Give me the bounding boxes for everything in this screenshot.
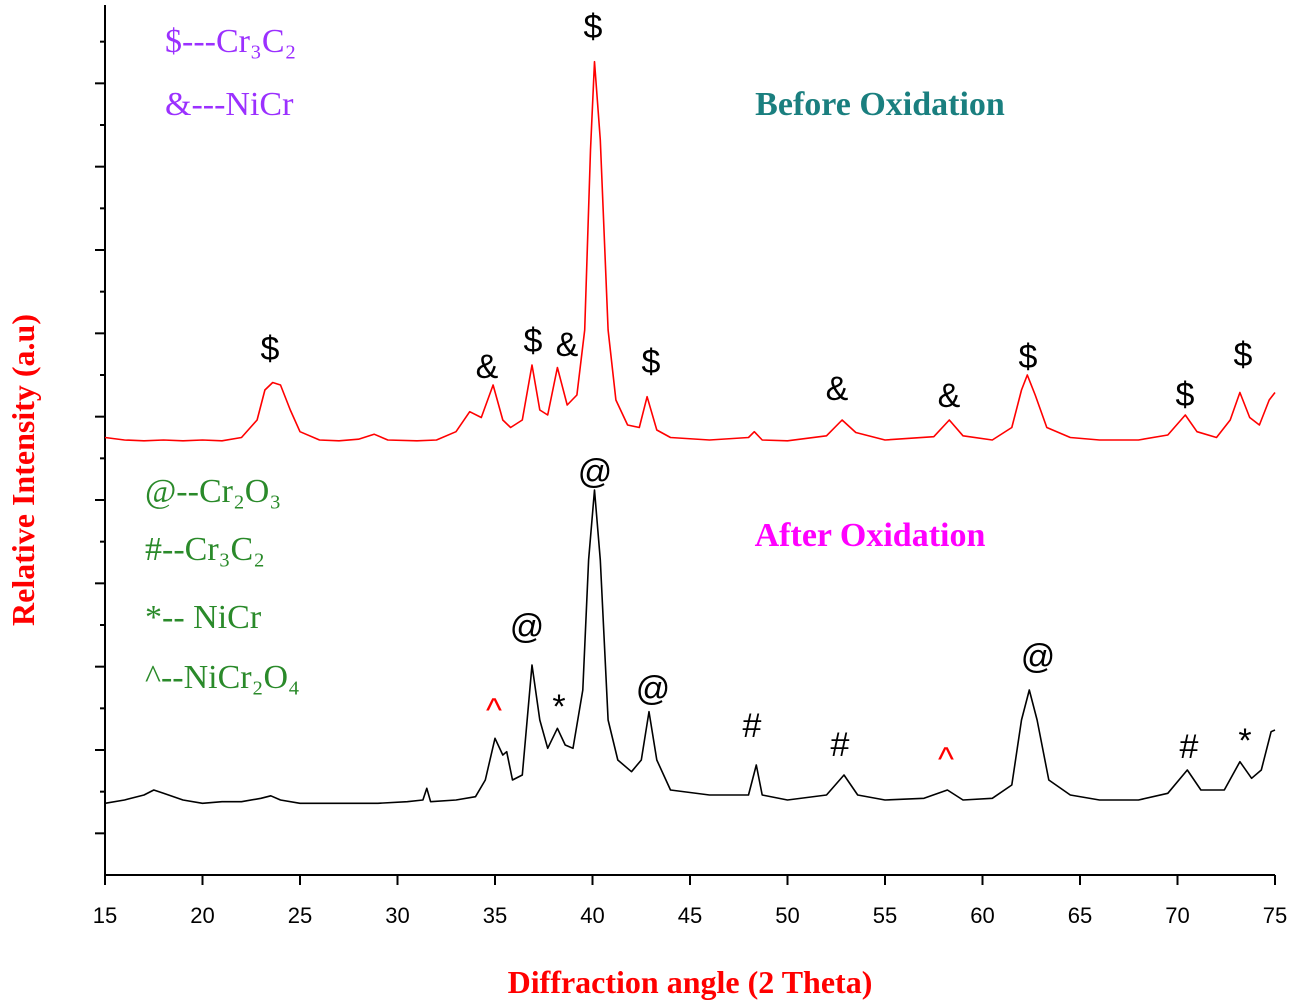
x-tick-label: 55 [873,903,897,928]
x-tick-label: 25 [288,903,312,928]
legend-entry: &---NiCr [165,86,294,123]
peak-label: @ [636,670,671,708]
x-tick-label: 30 [385,903,409,928]
x-tick-label: 60 [970,903,994,928]
peak-label: @ [1021,638,1056,676]
x-tick-label: 65 [1068,903,1092,928]
peak-label: # [831,726,850,764]
peak-label: * [552,688,565,726]
peak-label: * [1238,722,1251,760]
series-title: Before Oxidation [755,86,1005,123]
y-axis-label: Relative Intensity (a.u) [5,314,41,626]
series-line [104,60,1276,442]
x-tick-label: 20 [190,903,214,928]
x-tick-label: 35 [483,903,507,928]
peak-label: & [938,377,961,415]
peak-label: ^ [486,692,502,730]
x-tick-label: 70 [1165,903,1189,928]
x-tick-label: 45 [678,903,702,928]
peak-label: & [476,348,499,386]
x-tick-label: 50 [775,903,799,928]
peak-label: @ [578,453,613,491]
peak-label: $ [1019,338,1038,376]
peak-label: ^ [938,741,954,779]
peak-label: & [556,326,579,364]
peak-label: @ [510,608,545,646]
peak-label: & [826,370,849,408]
legend-entry: *-- NiCr [145,599,262,636]
peak-label: $ [642,343,661,381]
peak-label: $ [524,322,543,360]
series-title: After Oxidation [755,517,986,554]
legend-entry: #--Cr₃C₂ [145,531,265,568]
x-axis-label: Diffraction angle (2 Theta) [508,964,873,1000]
peak-label: $ [584,8,603,46]
x-tick-label: 75 [1263,903,1287,928]
x-tick-label: 40 [580,903,604,928]
peak-label: # [743,707,762,745]
peak-label: $ [261,330,280,368]
legend-entry: ^--NiCr₂O₄ [145,659,300,696]
peak-label: $ [1176,376,1195,414]
x-tick-label: 15 [93,903,117,928]
peak-label: $ [1234,336,1253,374]
series-line [104,489,1276,805]
legend-entry: $---Cr₃C₂ [165,23,296,60]
legend-entry: @--Cr₂O₃ [145,473,281,510]
peak-label: # [1180,728,1199,766]
